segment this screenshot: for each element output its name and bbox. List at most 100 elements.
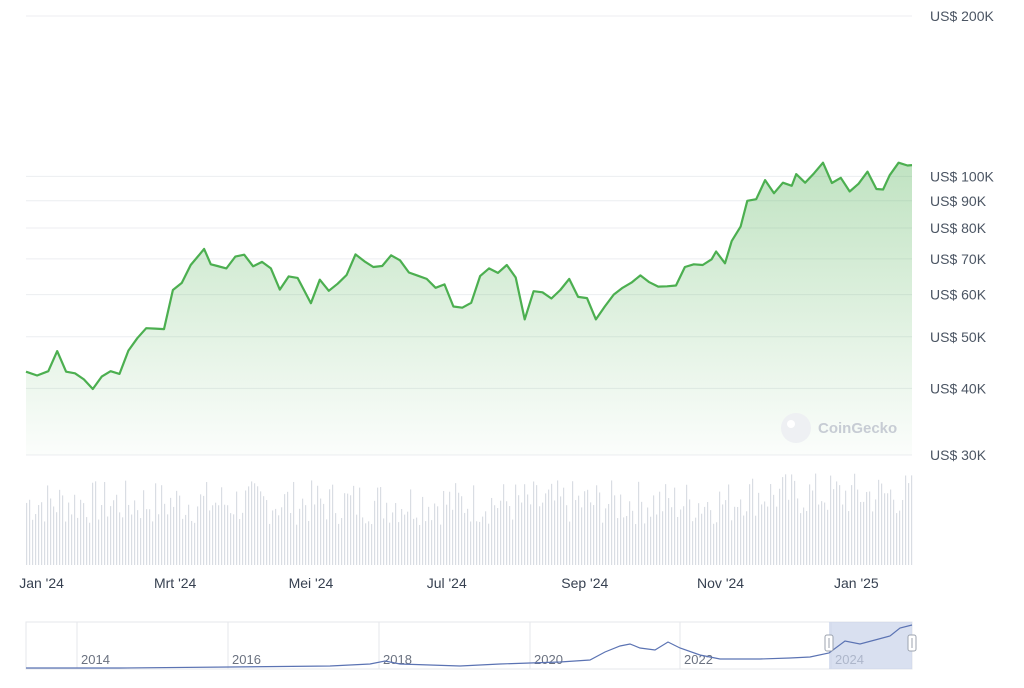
volume-bar bbox=[59, 489, 61, 565]
volume-bar bbox=[671, 507, 673, 565]
volume-bar bbox=[308, 520, 310, 565]
volume-bar bbox=[515, 484, 517, 565]
volume-bar bbox=[137, 510, 139, 565]
volume-bar bbox=[401, 508, 403, 565]
volume-bar bbox=[788, 499, 790, 565]
volume-bar bbox=[869, 491, 871, 565]
y-tick-label: US$ 80K bbox=[930, 220, 987, 236]
volume-bar bbox=[71, 514, 73, 565]
volume-bar bbox=[569, 521, 571, 565]
volume-bar bbox=[617, 518, 619, 565]
volume-bar bbox=[779, 488, 781, 565]
volume-bar bbox=[533, 481, 535, 565]
y-tick-label: US$ 200K bbox=[930, 8, 994, 24]
navigator-year-label: 2020 bbox=[534, 652, 563, 667]
volume-bar bbox=[551, 483, 553, 565]
volume-bar bbox=[494, 505, 496, 565]
volume-bar bbox=[854, 473, 856, 565]
volume-bar bbox=[881, 483, 883, 565]
volume-bar bbox=[896, 513, 898, 565]
volume-bar bbox=[797, 498, 799, 565]
volume-bars bbox=[26, 473, 913, 565]
volume-bar bbox=[29, 499, 31, 565]
volume-bar bbox=[611, 480, 613, 565]
volume-bar bbox=[356, 514, 358, 565]
volume-bar bbox=[98, 519, 100, 565]
volume-bar bbox=[200, 494, 202, 565]
volume-bar bbox=[884, 493, 886, 565]
volume-bar bbox=[527, 494, 529, 565]
x-tick-label: Nov '24 bbox=[697, 575, 744, 591]
volume-bar bbox=[758, 492, 760, 565]
volume-bar bbox=[419, 524, 421, 565]
volume-bar bbox=[818, 504, 820, 565]
volume-bar bbox=[893, 499, 895, 565]
volume-bar bbox=[269, 523, 271, 565]
volume-bar bbox=[344, 493, 346, 565]
volume-bar bbox=[38, 505, 40, 565]
volume-bar bbox=[50, 498, 52, 565]
volume-bar bbox=[203, 495, 205, 565]
volume-bar bbox=[248, 486, 250, 565]
volume-bar bbox=[416, 517, 418, 565]
volume-bar bbox=[506, 501, 508, 565]
volume-bar bbox=[692, 521, 694, 565]
volume-bar bbox=[905, 475, 907, 565]
price-area bbox=[25, 161, 913, 455]
volume-bar bbox=[44, 521, 46, 565]
volume-bar bbox=[89, 522, 91, 565]
volume-bar bbox=[77, 517, 79, 565]
volume-bar bbox=[827, 509, 829, 565]
volume-bar bbox=[647, 507, 649, 565]
volume-bar bbox=[809, 484, 811, 565]
volume-bar bbox=[182, 518, 184, 565]
navigator-year-label: 2016 bbox=[232, 652, 261, 667]
volume-bar bbox=[668, 498, 670, 565]
volume-bar bbox=[215, 502, 217, 565]
volume-bar bbox=[656, 514, 658, 565]
volume-bar bbox=[581, 507, 583, 565]
volume-bar bbox=[695, 517, 697, 565]
volume-bar bbox=[290, 512, 292, 565]
volume-bar bbox=[728, 484, 730, 565]
volume-bar bbox=[875, 499, 877, 565]
volume-bar bbox=[659, 491, 661, 565]
x-tick-label: Mrt '24 bbox=[154, 575, 197, 591]
volume-bar bbox=[413, 518, 415, 565]
volume-bar bbox=[599, 492, 601, 565]
volume-bar bbox=[512, 519, 514, 565]
volume-bar bbox=[683, 506, 685, 565]
volume-bar bbox=[530, 504, 532, 565]
volume-bar bbox=[176, 490, 178, 565]
volume-bar bbox=[461, 496, 463, 565]
volume-bar bbox=[635, 524, 637, 565]
volume-bar bbox=[422, 496, 424, 565]
volume-bar bbox=[851, 485, 853, 565]
range-navigator[interactable]: 201420162018202020222024 bbox=[25, 621, 917, 670]
volume-bar bbox=[836, 481, 838, 565]
volume-bar bbox=[158, 514, 160, 565]
volume-bar bbox=[602, 522, 604, 565]
volume-bar bbox=[584, 491, 586, 565]
volume-bar bbox=[104, 481, 106, 565]
volume-bar bbox=[62, 495, 64, 565]
volume-bar bbox=[227, 505, 229, 565]
x-tick-label: Sep '24 bbox=[561, 575, 608, 591]
volume-bar bbox=[566, 505, 568, 565]
volume-bar bbox=[341, 518, 343, 565]
volume-bar bbox=[764, 501, 766, 565]
y-axis-labels: US$ 200K US$ 100K US$ 90K US$ 80K US$ 70K US$… bbox=[930, 8, 994, 463]
volume-bar bbox=[191, 520, 193, 565]
volume-bar bbox=[491, 497, 493, 565]
x-tick-label: Jul '24 bbox=[427, 575, 467, 591]
volume-bar bbox=[734, 506, 736, 565]
volume-bar bbox=[314, 504, 316, 565]
volume-bar bbox=[554, 500, 556, 565]
volume-bar bbox=[545, 493, 547, 565]
volume-bar bbox=[908, 483, 910, 565]
volume-bar bbox=[845, 490, 847, 565]
volume-bar bbox=[32, 519, 34, 565]
volume-bar bbox=[518, 495, 520, 565]
volume-bar bbox=[278, 515, 280, 565]
